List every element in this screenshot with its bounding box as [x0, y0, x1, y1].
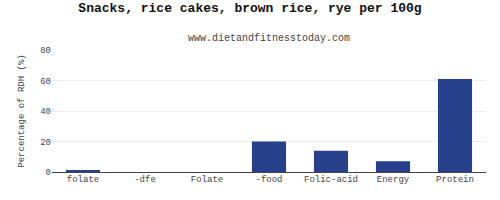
svg-text:60: 60 — [40, 77, 51, 87]
svg-text:Percentage of RDH (%): Percentage of RDH (%) — [17, 54, 27, 167]
svg-text:Snacks, rice cakes, brown rice: Snacks, rice cakes, brown rice, rye per … — [78, 1, 421, 16]
svg-text:folate: folate — [67, 175, 99, 185]
svg-text:Folate: Folate — [191, 175, 223, 185]
svg-text:20: 20 — [40, 138, 51, 148]
svg-text:Energy: Energy — [377, 175, 410, 185]
svg-text:40: 40 — [40, 107, 51, 117]
svg-text:-dfe: -dfe — [134, 175, 156, 185]
svg-text:-food: -food — [255, 175, 282, 185]
svg-text:80: 80 — [40, 46, 51, 56]
svg-text:Folic-acid: Folic-acid — [304, 175, 358, 185]
svg-text:0: 0 — [46, 168, 51, 178]
svg-text:www.dietandfitnesstoday.com: www.dietandfitnesstoday.com — [188, 33, 350, 44]
svg-text:Protein: Protein — [436, 175, 474, 185]
